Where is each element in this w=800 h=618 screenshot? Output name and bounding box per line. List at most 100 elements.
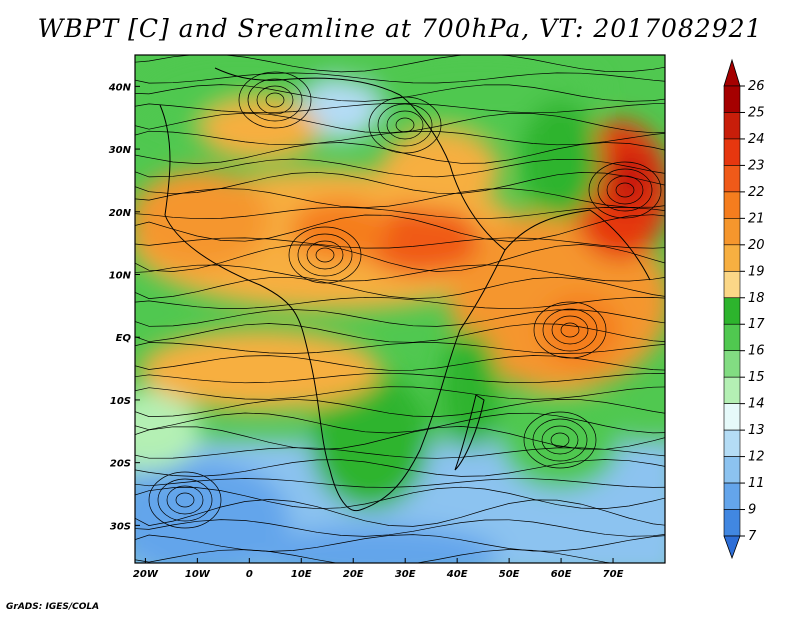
streamline [135, 206, 665, 220]
colorbar-label: 23 [748, 158, 765, 173]
streamline [135, 264, 665, 282]
streamline [135, 142, 665, 164]
coastlines [159, 67, 651, 512]
colorbar-label: 14 [748, 397, 765, 412]
streamline [135, 486, 665, 510]
lat-label: 40N [108, 82, 132, 93]
colorbar-swatch [723, 323, 741, 352]
streamline-vortex [288, 226, 362, 284]
colorbar-label: 25 [748, 105, 765, 120]
lon-label: 50E [499, 569, 520, 580]
colorbar-swatch [723, 376, 741, 404]
colorbar-swatch [723, 482, 741, 510]
streamline-vortex [615, 182, 635, 198]
colorbar-top-arrow [723, 58, 741, 87]
colorbar-swatch [723, 350, 741, 378]
streamline-vortex [166, 485, 204, 515]
colorbar-label: 22 [748, 185, 765, 200]
streamline [135, 549, 614, 563]
colorbar-swatch [723, 456, 741, 484]
colorbar: 26 25 24 23 22 21 20 19 18 17 16 15 14 13 12 11 9 7 [723, 58, 765, 560]
colorbar-swatch [723, 244, 741, 272]
streamline-vortex [606, 175, 644, 205]
lon-label: 60E [551, 569, 572, 580]
lat-label: 10S [110, 396, 131, 407]
colorbar-swatch [723, 218, 741, 246]
streamline [135, 244, 665, 272]
colorbar-label: 16 [748, 344, 765, 359]
chart-title: WBPT [C] and Sreamline at 700hPa, VT: 20… [37, 14, 763, 43]
colorbar-label: 7 [748, 529, 757, 544]
streamline-vortex [560, 322, 580, 338]
streamline-vortex [238, 71, 312, 129]
streamline-vortex [551, 315, 589, 345]
streamline [135, 72, 665, 84]
streamline [135, 372, 665, 384]
streamline [135, 237, 665, 249]
streamline-vortex [550, 432, 570, 448]
colorbar-label: 15 [748, 370, 765, 385]
map-frame [134, 54, 666, 564]
grads-credit: GrADS: IGES/COLA [6, 602, 100, 612]
lon-label: 30E [395, 569, 416, 580]
streamline [135, 296, 665, 310]
lat-label: 20S [110, 459, 131, 470]
streamline [135, 158, 665, 178]
streamline [135, 447, 665, 459]
colorbar-label: 12 [748, 450, 765, 465]
streamline-vortex [265, 92, 285, 108]
streamline [135, 188, 665, 208]
colorbar-label: 18 [748, 291, 765, 306]
streamline-vortex [386, 110, 424, 140]
colorbar-label: 17 [748, 317, 765, 332]
lat-label: 20N [109, 208, 132, 219]
streamline [135, 478, 665, 488]
colorbar-label: 13 [748, 423, 765, 438]
streamline [135, 519, 665, 537]
lon-label: 10W [185, 569, 211, 580]
streamline-vortex [306, 240, 344, 270]
streamline-vortex [542, 308, 598, 352]
lat-label: 10N [109, 271, 132, 282]
streamline-vortex [256, 85, 294, 115]
streamline-vortex [247, 78, 303, 122]
streamline [135, 55, 665, 73]
lon-label: 20W [133, 569, 159, 580]
colorbar-label: 11 [748, 476, 765, 491]
streamline-vortex [588, 161, 662, 219]
streamline [135, 84, 665, 102]
lon-label: 0 [246, 569, 253, 580]
streamline-vortex [368, 96, 442, 154]
streamline [135, 459, 665, 477]
colorbar-swatch [723, 429, 741, 457]
colorbar-swatch [723, 85, 741, 113]
wbpt-shading [135, 55, 665, 563]
streamline-vortex [175, 492, 195, 508]
lon-label: 40E [446, 569, 468, 580]
colorbar-bottom-arrow [723, 535, 741, 560]
streamline-vortex [597, 168, 653, 212]
streamline [135, 412, 665, 434]
streamline [135, 130, 665, 146]
colorbar-label: 9 [748, 503, 756, 518]
streamline-vortex [523, 411, 597, 469]
colorbar-label: 20 [748, 238, 765, 253]
latitude-labels: 40N 30N 20N 10N EQ 10S 20S 30S [108, 82, 140, 532]
streamline [135, 499, 665, 527]
streamline [135, 534, 665, 552]
streamline [135, 102, 665, 114]
colorbar-swatch [723, 138, 741, 166]
streamline-vortex [533, 301, 607, 359]
colorbar-label: 24 [748, 132, 765, 147]
streamline [135, 342, 665, 354]
streamline [135, 276, 665, 299]
streamline [135, 112, 665, 134]
streamline [135, 323, 665, 343]
streamline-vortex [297, 233, 353, 277]
streamlines [135, 55, 665, 563]
streamline [135, 386, 665, 400]
colorbar-label: 19 [748, 264, 765, 279]
streamline [135, 355, 665, 371]
colorbar-swatch [723, 297, 741, 325]
